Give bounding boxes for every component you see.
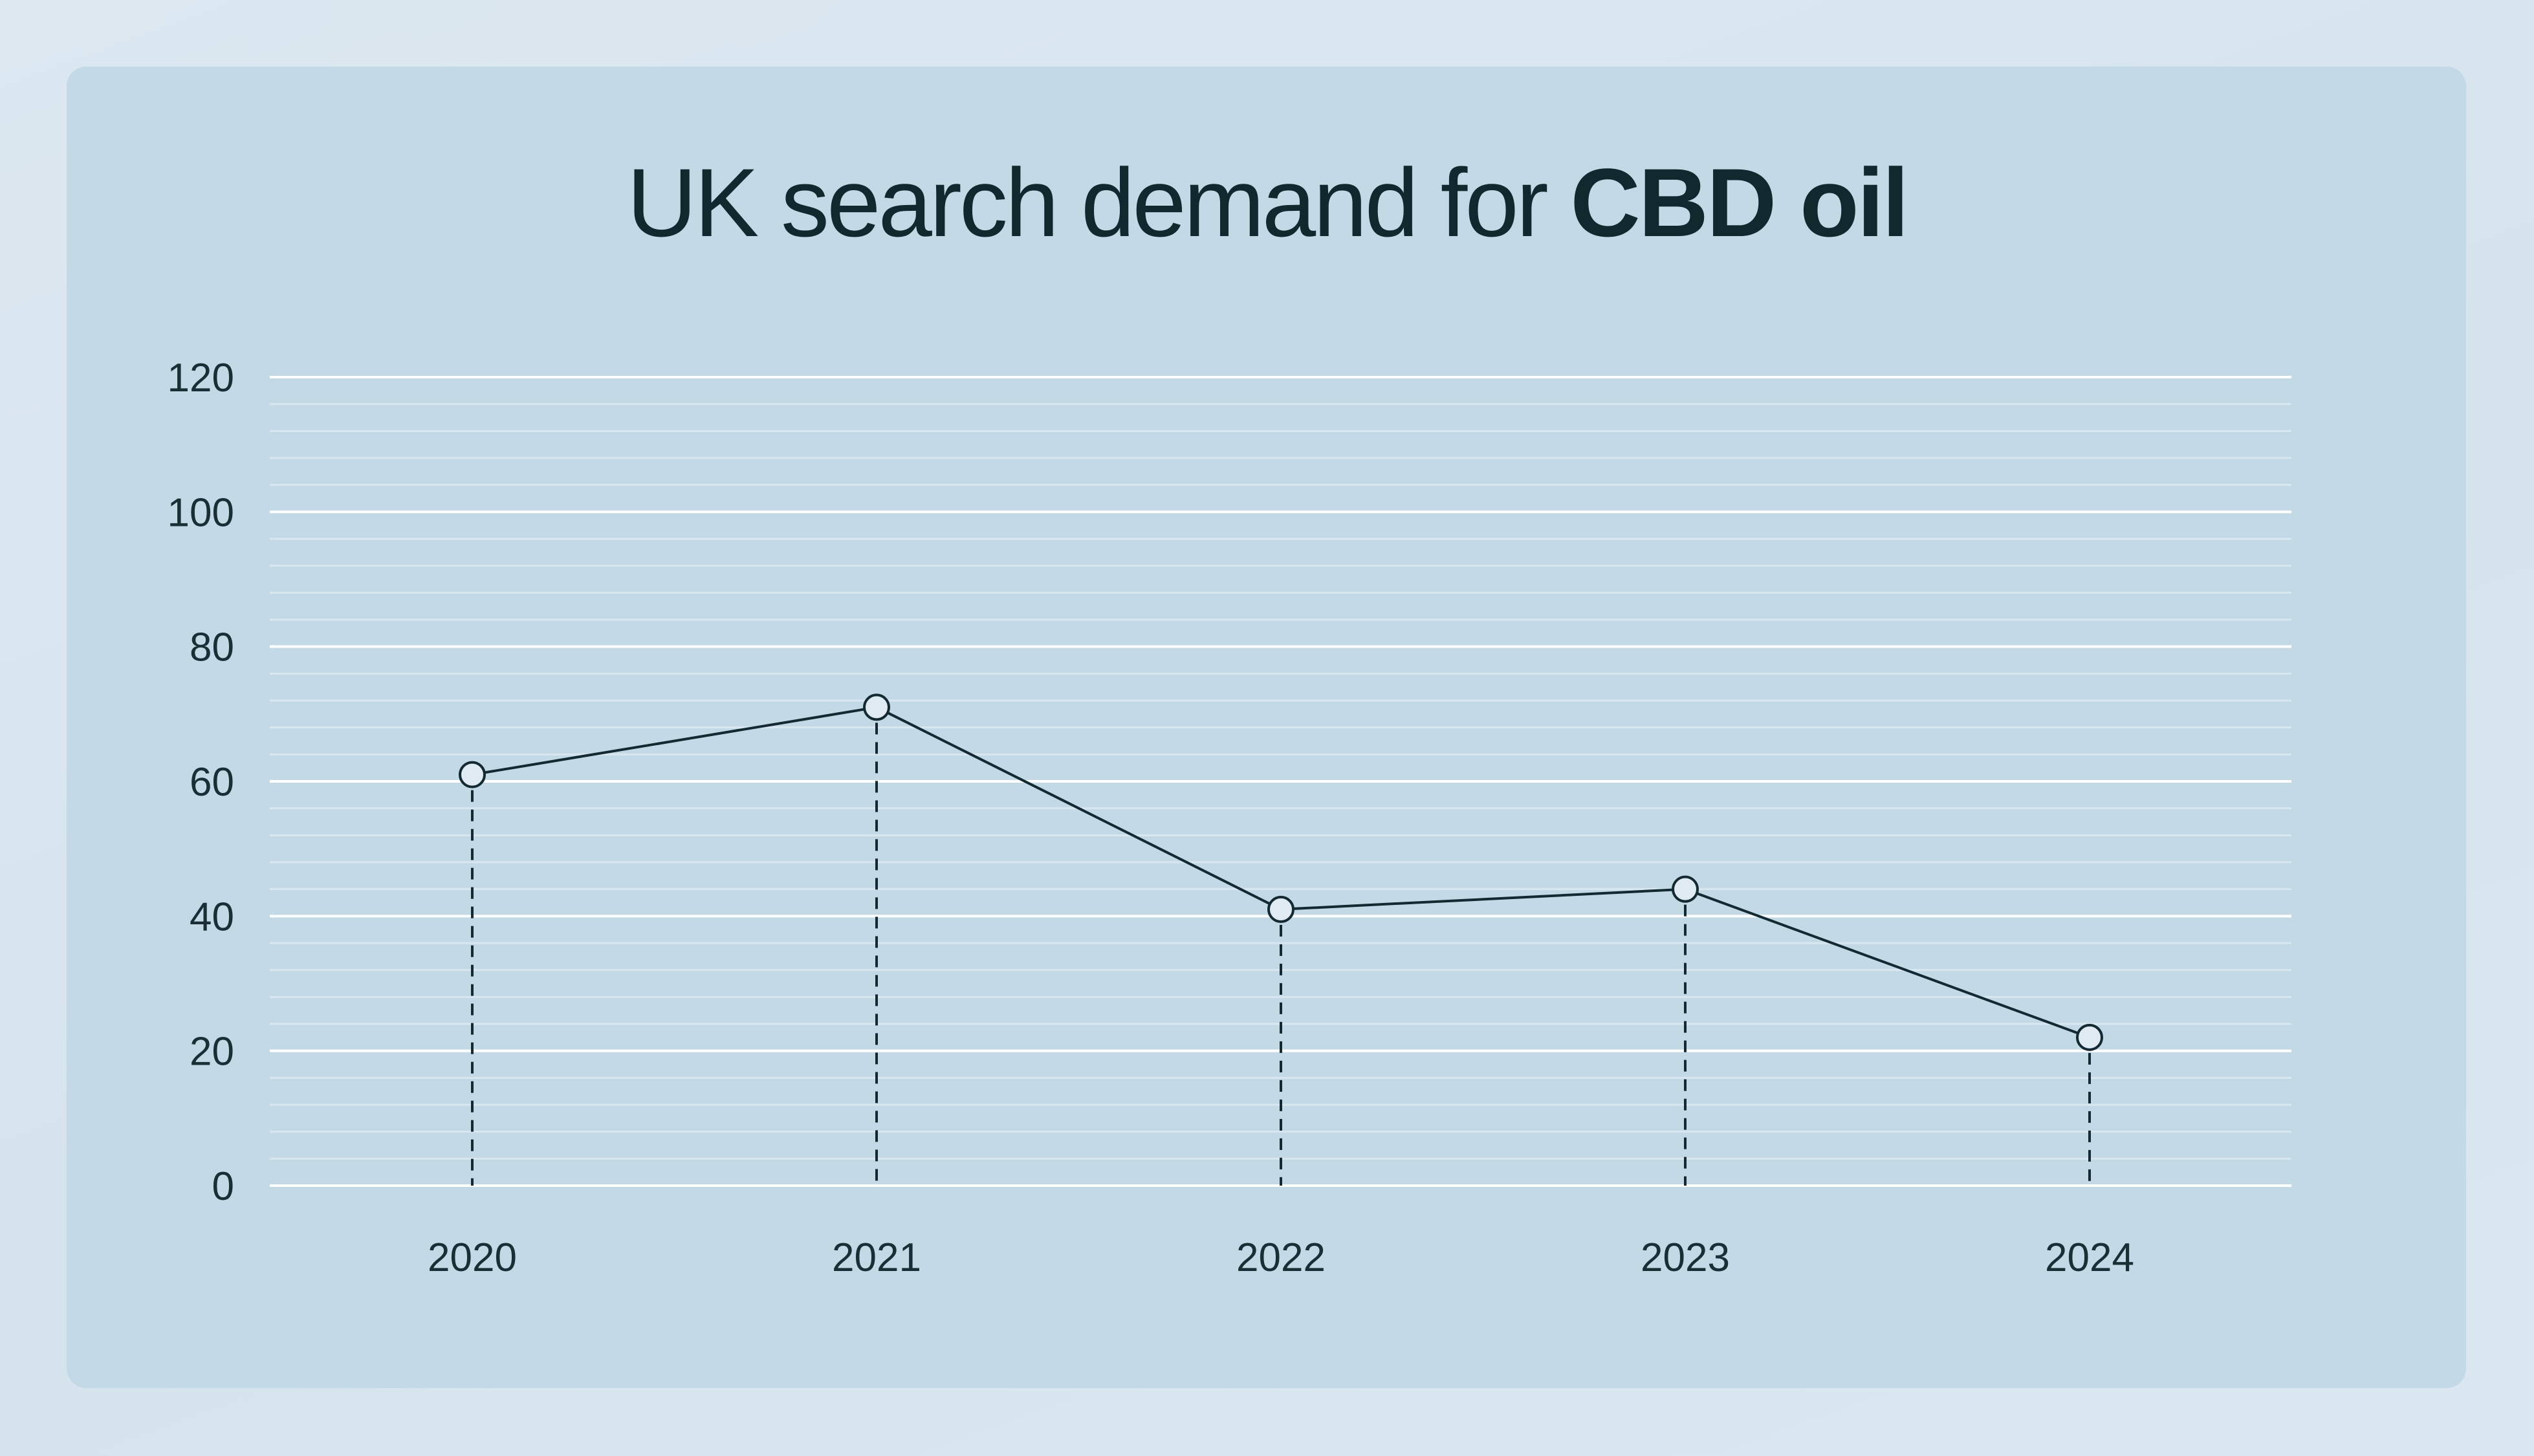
- y-axis-ticks: 0 20 40 60 80 100 120: [168, 356, 234, 1209]
- y-tick-label: 40: [190, 895, 234, 939]
- drop-lines: [471, 723, 2091, 1186]
- y-tick-label: 100: [168, 490, 234, 535]
- y-tick-label: 80: [190, 625, 234, 670]
- data-markers: [459, 693, 2103, 1051]
- y-tick-label: 60: [190, 760, 234, 805]
- chart-title-emphasis: CBD oil: [1570, 148, 1909, 257]
- x-axis-ticks: 2020 2021 2022 2023 2024: [428, 1235, 2134, 1280]
- chart-title-prefix: UK search demand for: [626, 148, 1571, 257]
- data-point: [1267, 895, 1294, 923]
- data-point: [863, 693, 890, 721]
- y-tick-label: 120: [168, 356, 234, 400]
- y-tick-label: 0: [212, 1164, 234, 1209]
- x-tick-label: 2022: [1236, 1235, 1326, 1280]
- x-tick-label: 2020: [428, 1235, 517, 1280]
- x-tick-label: 2021: [832, 1235, 921, 1280]
- data-point: [459, 761, 486, 788]
- x-tick-label: 2024: [2045, 1235, 2134, 1280]
- chart-title: UK search demand for CBD oil: [0, 141, 2534, 264]
- data-point: [1672, 875, 1699, 903]
- data-point: [2076, 1023, 2103, 1051]
- y-tick-label: 20: [190, 1030, 234, 1074]
- x-tick-label: 2023: [1641, 1235, 1730, 1280]
